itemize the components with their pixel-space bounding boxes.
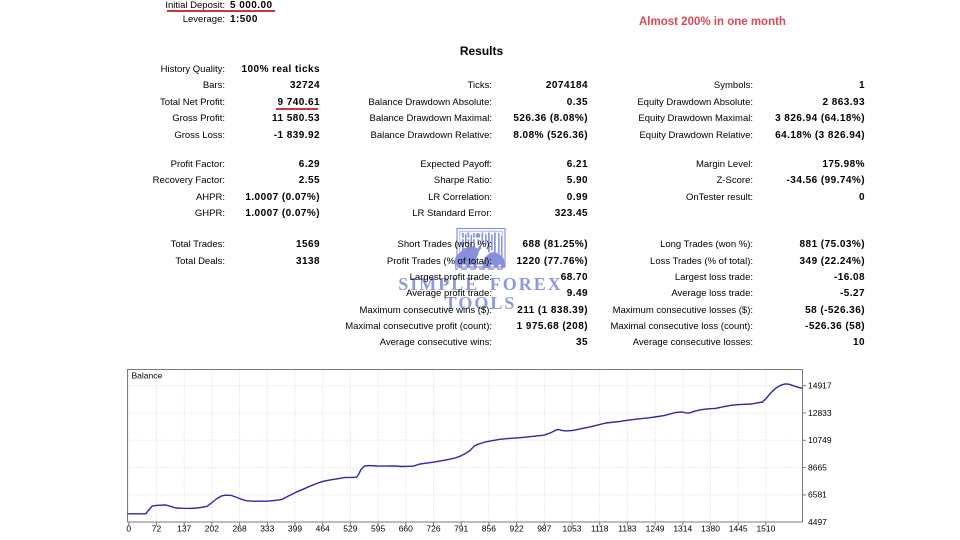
svg-text:Balance: Balance [132, 371, 163, 381]
svg-text:726: 726 [426, 524, 440, 534]
svg-text:595: 595 [371, 524, 385, 534]
svg-text:399: 399 [288, 524, 302, 534]
svg-text:1380: 1380 [701, 524, 720, 534]
svg-text:333: 333 [260, 524, 274, 534]
svg-text:137: 137 [177, 524, 191, 534]
svg-text:8665: 8665 [808, 462, 827, 472]
svg-text:268: 268 [233, 524, 247, 534]
svg-text:1118: 1118 [591, 524, 609, 534]
svg-text:922: 922 [510, 524, 524, 534]
svg-text:1249: 1249 [646, 524, 665, 534]
svg-text:791: 791 [454, 524, 468, 534]
svg-text:0: 0 [126, 524, 131, 534]
svg-text:1510: 1510 [756, 524, 775, 534]
svg-text:202: 202 [205, 524, 219, 534]
svg-text:6581: 6581 [808, 490, 827, 500]
svg-text:1053: 1053 [563, 524, 582, 534]
svg-text:72: 72 [152, 524, 162, 534]
svg-text:1183: 1183 [618, 524, 637, 534]
svg-text:10749: 10749 [808, 435, 832, 445]
svg-text:1445: 1445 [729, 524, 748, 534]
svg-text:987: 987 [537, 524, 551, 534]
svg-text:856: 856 [482, 524, 496, 534]
svg-text:464: 464 [316, 524, 330, 534]
svg-text:12833: 12833 [808, 408, 832, 418]
svg-text:1314: 1314 [673, 524, 692, 534]
svg-text:660: 660 [399, 524, 413, 534]
svg-text:14917: 14917 [808, 381, 832, 391]
svg-text:529: 529 [343, 524, 357, 534]
svg-text:4497: 4497 [808, 517, 827, 527]
